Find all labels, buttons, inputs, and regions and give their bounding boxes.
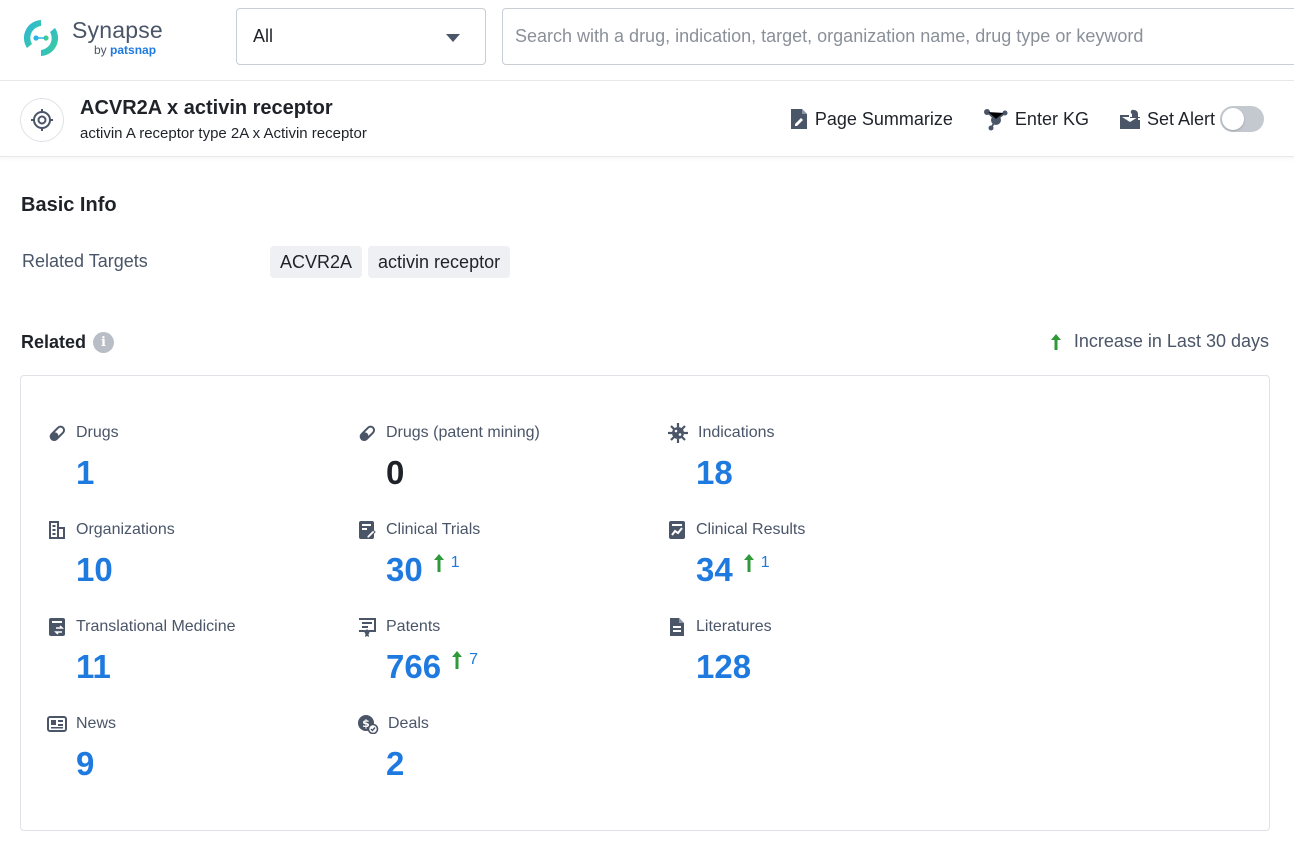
stat-clinical-trials[interactable]: Clinical Trials 30 1 <box>357 519 657 587</box>
page-subtitle: activin A receptor type 2A x Activin rec… <box>80 125 367 142</box>
arrow-up-icon <box>451 650 463 670</box>
knowledge-graph-icon <box>983 107 1009 131</box>
building-icon <box>47 520 67 540</box>
translational-icon <box>47 617 67 637</box>
stat-label: Deals <box>388 715 429 733</box>
stat-label: Clinical Results <box>696 521 805 539</box>
stat-deals[interactable]: $ Deals 2 <box>357 713 657 781</box>
synapse-logo-icon <box>19 16 63 60</box>
top-bar: Synapse by patsnap All <box>0 0 1294 81</box>
entity-header: ACVR2A x activin receptor activin A rece… <box>0 81 1294 157</box>
stat-value[interactable]: 10 <box>76 551 113 589</box>
entity-actions: Page Summarize Enter KG Set Alert <box>759 105 1264 133</box>
set-alert-toggle[interactable] <box>1220 106 1264 132</box>
search-box <box>502 8 1294 65</box>
stat-drugs[interactable]: Drugs 1 <box>47 422 347 490</box>
set-alert-control[interactable]: Set Alert <box>1119 106 1264 132</box>
patent-icon <box>357 617 377 637</box>
stat-increase-value: 7 <box>469 651 478 669</box>
stat-label: Translational Medicine <box>76 618 235 636</box>
stat-increase: 1 <box>743 553 770 587</box>
stat-value[interactable]: 34 <box>696 551 733 589</box>
increase-legend: Increase in Last 30 days <box>1050 331 1269 352</box>
info-icon[interactable]: i <box>93 332 114 353</box>
clinical-result-icon <box>667 520 687 540</box>
alert-mail-icon <box>1119 109 1141 129</box>
stat-label: Drugs <box>76 424 119 442</box>
logo-byline: by patsnap <box>94 42 163 58</box>
page-title: ACVR2A x activin receptor <box>80 97 333 120</box>
basic-info-title: Basic Info <box>21 194 117 217</box>
arrow-up-icon <box>433 553 445 573</box>
stat-value[interactable]: 1 <box>76 454 94 492</box>
logo-by: by <box>94 43 107 57</box>
stat-news[interactable]: News 9 <box>47 713 347 781</box>
stat-value[interactable]: 18 <box>696 454 733 492</box>
related-title-text: Related <box>21 332 86 353</box>
stat-increase-value: 1 <box>761 554 770 572</box>
stat-label: Literatures <box>696 618 772 636</box>
arrow-up-icon <box>1050 333 1062 351</box>
toggle-knob <box>1222 108 1244 130</box>
stat-value[interactable]: 128 <box>696 648 751 686</box>
deal-icon: $ <box>357 714 379 734</box>
summarize-icon <box>789 108 809 130</box>
stat-value[interactable]: 30 <box>386 551 423 589</box>
related-targets-label: Related Targets <box>22 251 148 272</box>
news-icon <box>47 715 67 733</box>
related-stats-card: Drugs 1 Drugs (patent mining) 0 Indicati… <box>20 375 1270 831</box>
logo-name: Synapse <box>72 18 163 42</box>
arrow-up-icon <box>743 553 755 573</box>
target-tag[interactable]: activin receptor <box>368 246 510 278</box>
stat-translational-medicine[interactable]: Translational Medicine 11 <box>47 616 347 684</box>
related-section-title: Related i <box>21 332 114 353</box>
stat-label: Indications <box>698 424 775 442</box>
stat-indications[interactable]: Indications 18 <box>667 422 967 490</box>
stat-value: 0 <box>386 454 404 492</box>
stat-value[interactable]: 11 <box>76 648 111 686</box>
stat-increase: 1 <box>433 553 460 587</box>
increase-legend-text: Increase in Last 30 days <box>1074 331 1269 352</box>
stat-label: News <box>76 715 116 733</box>
document-icon <box>667 617 687 637</box>
stat-label: Patents <box>386 618 440 636</box>
stat-label: Clinical Trials <box>386 521 480 539</box>
related-targets-tags: ACVR2A activin receptor <box>270 246 516 278</box>
enter-kg-button[interactable]: Enter KG <box>983 107 1089 131</box>
target-tag[interactable]: ACVR2A <box>270 246 362 278</box>
caret-down-icon <box>446 34 460 42</box>
stat-increase-value: 1 <box>451 554 460 572</box>
search-scope-select[interactable]: All <box>236 8 486 65</box>
stat-organizations[interactable]: Organizations 10 <box>47 519 347 587</box>
target-avatar <box>20 98 64 142</box>
stat-clinical-results[interactable]: Clinical Results 34 1 <box>667 519 967 587</box>
set-alert-label: Set Alert <box>1147 109 1215 130</box>
stat-literatures[interactable]: Literatures 128 <box>667 616 967 684</box>
page-summarize-button[interactable]: Page Summarize <box>789 108 953 130</box>
stat-patents[interactable]: Patents 766 7 <box>357 616 657 684</box>
search-scope-value: All <box>253 26 273 47</box>
pill-icon <box>47 423 67 443</box>
enter-kg-label: Enter KG <box>1015 109 1089 130</box>
stat-label: Organizations <box>76 521 175 539</box>
stat-value[interactable]: 2 <box>386 745 404 783</box>
target-icon <box>30 108 54 132</box>
clinical-trial-icon <box>357 520 377 540</box>
stat-label: Drugs (patent mining) <box>386 424 540 442</box>
stat-value[interactable]: 9 <box>76 745 94 783</box>
logo-brand: patsnap <box>110 43 156 57</box>
stat-drugs-patent-mining[interactable]: Drugs (patent mining) 0 <box>357 422 657 490</box>
stat-value[interactable]: 766 <box>386 648 441 686</box>
stat-increase: 7 <box>451 650 478 684</box>
pill-icon <box>357 423 377 443</box>
page-summarize-label: Page Summarize <box>815 109 953 130</box>
search-input[interactable] <box>503 9 1294 64</box>
virus-icon <box>667 422 689 444</box>
synapse-logo[interactable]: Synapse by patsnap <box>19 14 179 62</box>
